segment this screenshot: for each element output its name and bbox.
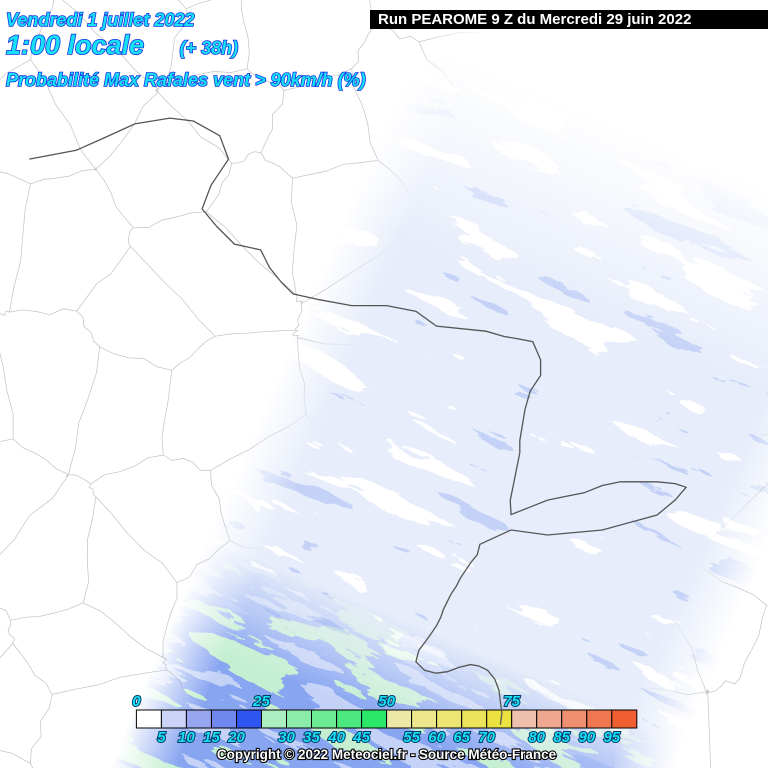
- svg-text:30: 30: [278, 729, 295, 746]
- svg-text:80: 80: [528, 729, 545, 746]
- svg-text:20: 20: [227, 729, 245, 746]
- svg-text:40: 40: [327, 729, 345, 746]
- svg-text:65: 65: [453, 729, 470, 746]
- svg-text:5: 5: [157, 729, 166, 746]
- svg-text:70: 70: [478, 729, 495, 746]
- svg-text:25: 25: [252, 693, 270, 710]
- svg-text:15: 15: [203, 729, 220, 746]
- svg-text:60: 60: [428, 729, 445, 746]
- svg-text:0: 0: [132, 693, 141, 710]
- svg-text:55: 55: [403, 729, 420, 746]
- svg-text:35: 35: [303, 729, 320, 746]
- svg-text:45: 45: [352, 729, 370, 746]
- svg-text:95: 95: [603, 729, 620, 746]
- svg-text:50: 50: [378, 693, 395, 710]
- svg-text:85: 85: [553, 729, 570, 746]
- svg-text:90: 90: [578, 729, 595, 746]
- svg-text:75: 75: [503, 693, 520, 710]
- svg-text:10: 10: [178, 729, 195, 746]
